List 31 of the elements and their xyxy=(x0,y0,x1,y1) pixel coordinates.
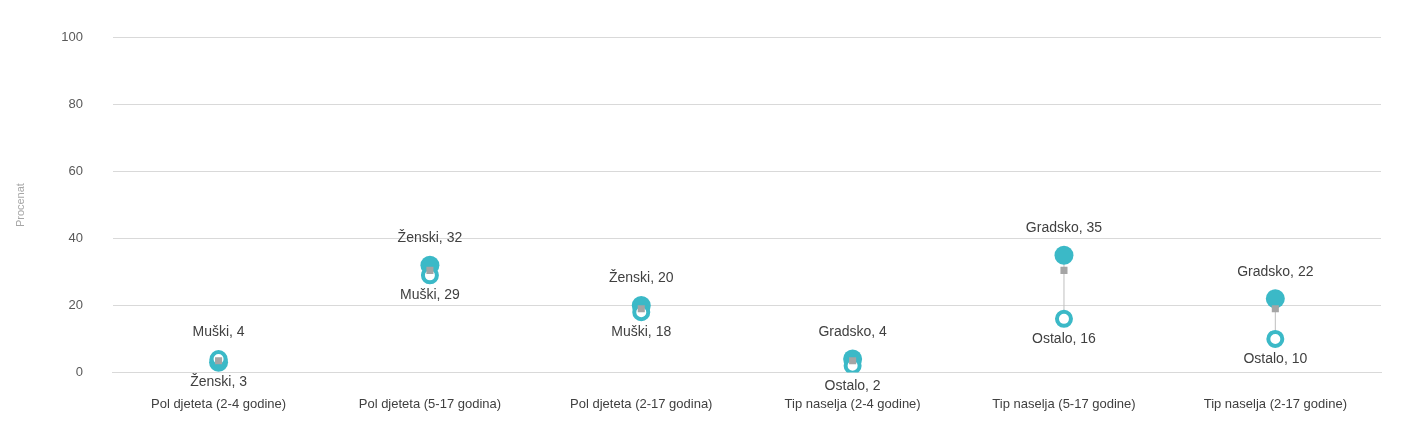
y-tick-label: 80 xyxy=(68,96,83,112)
point xyxy=(1265,289,1285,309)
data-label: Gradsko, 35 xyxy=(1025,219,1103,236)
data-label: Gradsko, 4 xyxy=(818,322,888,339)
y-axis-title: Procenat xyxy=(13,183,26,228)
point xyxy=(1060,266,1068,274)
point xyxy=(1271,305,1279,313)
data-label: Muški, 4 xyxy=(192,322,245,339)
point xyxy=(1054,309,1073,328)
y-tick-label: 0 xyxy=(75,363,83,379)
y-tick-label: 20 xyxy=(68,297,83,313)
data-label: Ženski, 32 xyxy=(397,229,463,246)
x-tick-label: Pol djeteta (2-17 godina) xyxy=(570,395,713,411)
data-label: Ostalo, 10 xyxy=(1243,349,1308,366)
y-tick-label: 40 xyxy=(68,230,83,246)
y-tick-label: 60 xyxy=(68,163,83,179)
data-label: Ostalo, 16 xyxy=(1032,329,1097,346)
point xyxy=(1054,245,1074,265)
x-tick-label: Tip naselja (2-4 godine) xyxy=(784,395,921,411)
x-tick-label: Tip naselja (2-17 godine) xyxy=(1203,395,1347,411)
data-label: Ostalo, 2 xyxy=(824,376,881,393)
data-label: Ženski, 3 xyxy=(190,373,248,390)
data-label: Muški, 29 xyxy=(399,286,461,303)
x-tick-label: Pol djeteta (2-4 godine) xyxy=(150,395,287,411)
data-label: Gradsko, 22 xyxy=(1237,262,1314,279)
data-label: Muški, 18 xyxy=(611,323,672,340)
data-label: Ženski, 20 xyxy=(608,269,674,286)
y-tick-label: 100 xyxy=(61,29,83,45)
x-tick-label: Tip naselja (5-17 godine) xyxy=(992,395,1136,411)
point xyxy=(1266,329,1285,348)
x-tick-label: Pol djeteta (5-17 godina) xyxy=(358,395,502,411)
